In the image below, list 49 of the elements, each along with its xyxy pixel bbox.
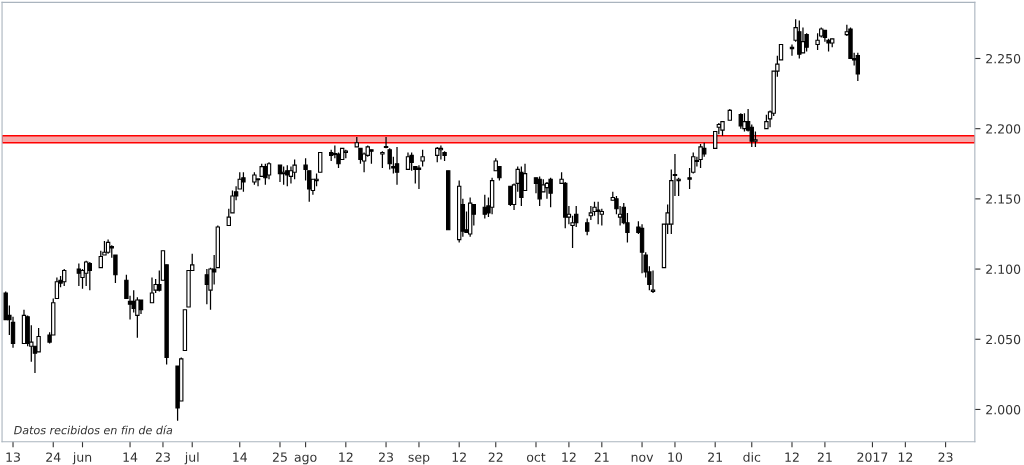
candlestick bbox=[482, 194, 487, 220]
y-tick-label: 2.200 bbox=[986, 124, 1021, 134]
x-tick-label: 12 bbox=[562, 452, 576, 462]
candlestick bbox=[87, 261, 93, 291]
x-tick-label: 12 bbox=[339, 452, 353, 462]
x-tick-label: 12 bbox=[898, 452, 913, 462]
x-tick-label: 21 bbox=[594, 452, 609, 462]
candlestick bbox=[292, 158, 297, 180]
x-tick-label: 13 bbox=[6, 452, 20, 462]
candlestick bbox=[548, 177, 553, 208]
candlestick bbox=[83, 260, 89, 287]
x-tick-label: 22 bbox=[488, 452, 503, 462]
candlestick bbox=[387, 147, 392, 171]
y-tick-label: 2.050 bbox=[986, 334, 1021, 345]
annotation: Datos recibidos en fin de día bbox=[14, 425, 173, 435]
candlestick bbox=[749, 123, 754, 148]
x-tick-label: jul bbox=[184, 452, 199, 465]
x-tick-label: 14 bbox=[233, 452, 248, 462]
candlestick bbox=[797, 19, 802, 60]
x-tick-label: 12 bbox=[452, 452, 466, 462]
y-tick-label: 2.250 bbox=[986, 53, 1021, 64]
candlestick bbox=[650, 269, 656, 294]
x-tick-label: ago bbox=[294, 454, 317, 465]
x-tick-label: 21 bbox=[817, 452, 832, 462]
y-tick-label: 2.000 bbox=[986, 404, 1021, 415]
x-tick-label: 21 bbox=[708, 452, 722, 462]
candlestick bbox=[639, 223, 645, 274]
x-tick-label: 23 bbox=[155, 452, 170, 462]
x-tick-label: 23 bbox=[938, 452, 953, 462]
x-tick-label: oct bbox=[526, 452, 546, 462]
x-tick-label: sep bbox=[408, 454, 430, 465]
candlestick bbox=[508, 185, 513, 207]
y-tick-label: 2.150 bbox=[986, 194, 1021, 204]
x-tick-label: 25 bbox=[272, 452, 287, 462]
candlestick bbox=[230, 189, 235, 214]
x-tick-label: 23 bbox=[379, 452, 393, 462]
candlestick bbox=[76, 262, 82, 287]
x-tick-label: dic bbox=[743, 452, 761, 462]
candlestick bbox=[318, 151, 323, 173]
x-tick-label: jun bbox=[72, 452, 92, 465]
candlestick bbox=[804, 32, 809, 53]
x-tick-label: 10 bbox=[668, 452, 683, 462]
x-tick-label: nov bbox=[631, 454, 654, 462]
y-tick-label: 2.100 bbox=[986, 264, 1021, 274]
candlestick bbox=[36, 327, 41, 353]
x-tick-label: 12 bbox=[785, 452, 799, 462]
x-tick-label: 24 bbox=[46, 452, 61, 462]
x-tick-label: 14 bbox=[123, 452, 138, 462]
x-tick-label: 2017 bbox=[857, 452, 888, 462]
